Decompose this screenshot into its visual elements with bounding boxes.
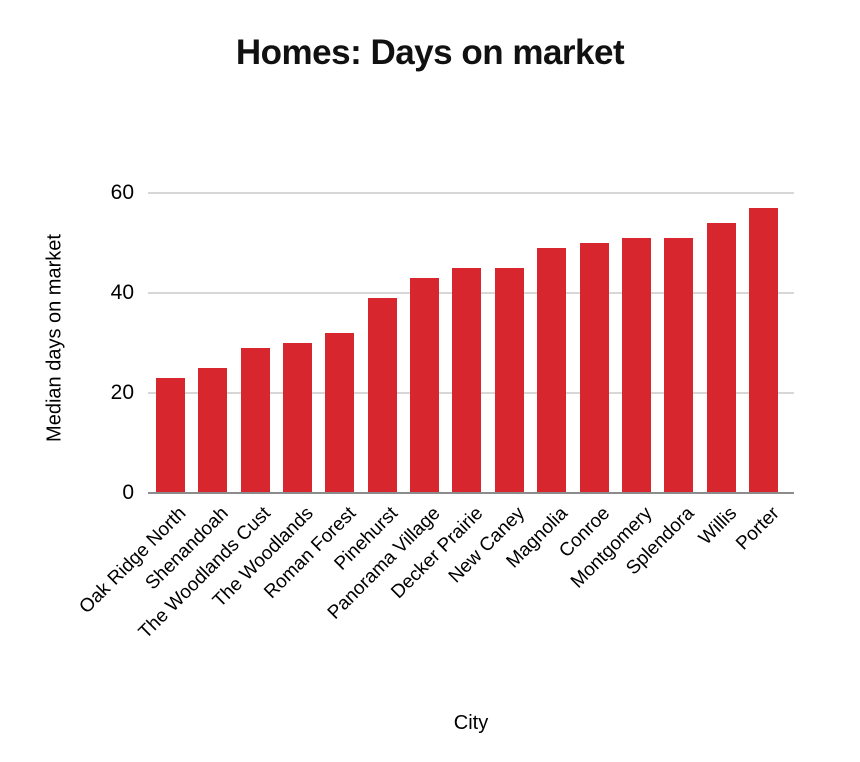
bar-montgomery bbox=[621, 238, 651, 493]
bar-panorama-village bbox=[410, 278, 440, 493]
bar-porter bbox=[748, 208, 778, 493]
y-tick-label: 40 bbox=[110, 281, 134, 304]
x-tick-label-text: Porter bbox=[731, 503, 784, 555]
bar-roman-forest bbox=[325, 333, 355, 493]
chart-title: Homes: Days on market bbox=[235, 33, 625, 72]
x-axis-title: City bbox=[453, 712, 489, 734]
y-tick-label: 60 bbox=[110, 181, 134, 204]
x-axis-line bbox=[148, 492, 794, 494]
gridline bbox=[148, 192, 794, 194]
plot-area: 0 20 40 60 Oak Ridge North Shenandoah The Wood… bbox=[75, 182, 794, 643]
bar-magnolia bbox=[537, 248, 567, 493]
bar-splendora bbox=[664, 238, 694, 493]
bar-the-woodlands bbox=[283, 343, 313, 493]
bar-conroe bbox=[579, 243, 609, 493]
bar-shenandoah bbox=[198, 368, 228, 493]
y-axis-title: Median days on market bbox=[43, 234, 66, 442]
bar-pinehurst bbox=[367, 298, 397, 493]
bar-oak-ridge-north bbox=[156, 378, 185, 493]
bar-new-caney bbox=[494, 268, 524, 493]
bar-the-woodlands-cust bbox=[240, 348, 270, 493]
bar-willis bbox=[706, 223, 736, 493]
bar-decker-prairie bbox=[452, 268, 482, 493]
y-tick-label: 0 bbox=[122, 481, 134, 504]
y-tick-label: 20 bbox=[110, 381, 134, 404]
